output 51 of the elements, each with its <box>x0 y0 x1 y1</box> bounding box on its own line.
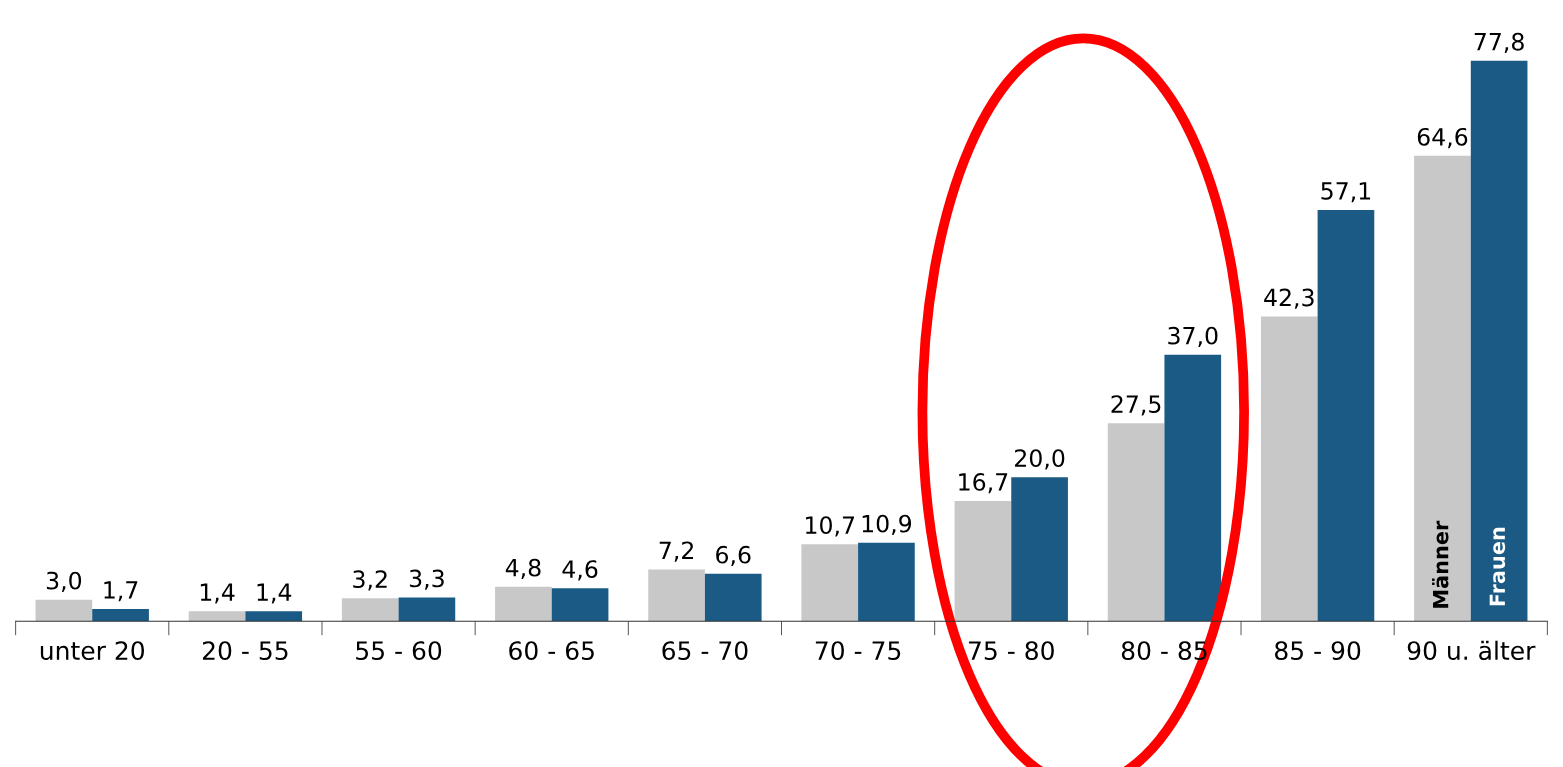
bar <box>1414 155 1471 622</box>
x-tick-label: 65 - 70 <box>662 641 748 661</box>
bar <box>1260 316 1318 622</box>
x-tick-label: unter 20 <box>40 641 145 661</box>
bar <box>801 544 859 622</box>
bar <box>341 598 399 622</box>
data-label: 4,8 <box>505 558 541 579</box>
data-label: 77,8 <box>1474 32 1524 54</box>
bar <box>1164 354 1222 622</box>
bar <box>35 599 93 622</box>
x-tick-label: 20 - 55 <box>202 641 288 661</box>
data-label: 10,9 <box>862 514 912 536</box>
x-tick-label: 75 - 80 <box>969 641 1054 661</box>
bar <box>1470 60 1528 622</box>
x-tick-label: 85 - 90 <box>1275 641 1361 661</box>
data-label: 20,0 <box>1015 449 1065 470</box>
bar <box>954 500 1012 622</box>
data-label: 16,7 <box>959 472 1008 494</box>
bar <box>1107 423 1165 622</box>
data-label: 7,2 <box>659 541 693 562</box>
bar <box>1011 477 1068 622</box>
x-tick-label: 55 - 60 <box>356 641 442 661</box>
data-label: 1,7 <box>104 581 138 602</box>
data-label: 10,7 <box>806 516 855 537</box>
data-label: 27,5 <box>1111 395 1161 416</box>
data-label: 1,4 <box>200 583 235 604</box>
x-tick-label: 70 - 75 <box>815 641 901 661</box>
data-label: 42,3 <box>1264 288 1314 309</box>
x-tick-label: 90 u. älter <box>1407 640 1536 661</box>
bar <box>245 611 303 622</box>
bar <box>495 586 552 622</box>
data-label: 3,0 <box>46 571 82 592</box>
bar <box>188 611 246 622</box>
data-label: 4,6 <box>562 560 598 581</box>
bar <box>398 597 456 622</box>
series-label: Frauen <box>1489 527 1506 606</box>
data-label: 64,6 <box>1417 127 1468 149</box>
x-tick-label: 60 - 65 <box>509 641 594 661</box>
bar <box>648 569 705 622</box>
bar <box>551 588 609 622</box>
data-label: 3,2 <box>353 570 387 591</box>
data-label: 3,3 <box>409 569 444 590</box>
data-label: 1,4 <box>257 583 292 604</box>
bar <box>1317 209 1375 622</box>
data-label: 37,0 <box>1168 326 1218 347</box>
bar <box>92 609 149 622</box>
data-label: 57,1 <box>1321 182 1371 203</box>
bar <box>704 573 762 622</box>
bar <box>858 542 915 622</box>
series-label: Männer <box>1432 520 1449 608</box>
data-label: 6,6 <box>716 545 751 566</box>
